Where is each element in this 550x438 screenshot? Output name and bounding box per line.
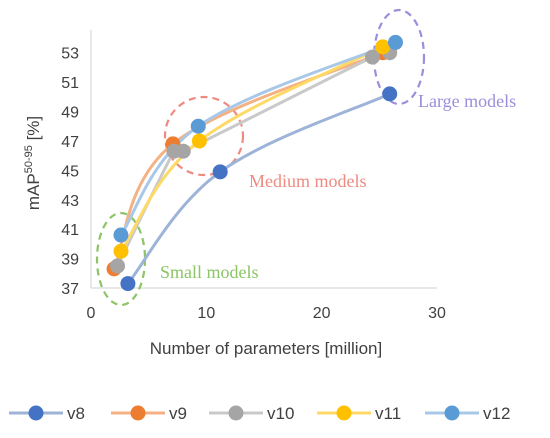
legend-label: v11 [375, 404, 401, 423]
y-tick-label: 53 [61, 46, 79, 63]
series-v8-point [212, 164, 228, 180]
y-tick-label: 37 [61, 281, 79, 298]
medium-models-label: Medium models [249, 171, 367, 191]
series-v9-line [112, 51, 385, 271]
y-tick-label: 51 [61, 75, 79, 92]
series-v11-point [113, 243, 129, 259]
legend-label: v9 [169, 404, 187, 423]
legend-item-v11: v11 [317, 404, 401, 423]
small-models-label: Small models [160, 262, 259, 282]
x-tick-label: 20 [313, 305, 331, 322]
y-axis-title: mAP50-95 [%] [23, 116, 43, 210]
series-v10-point [110, 258, 126, 274]
legend-item-v9: v9 [111, 404, 187, 423]
legend-marker [130, 405, 146, 421]
legend-label: v10 [267, 404, 294, 423]
series-v8-point [120, 276, 136, 292]
y-tick-label: 39 [61, 252, 79, 269]
series-v11-point [375, 39, 391, 55]
y-tick-label: 47 [61, 134, 79, 151]
y-tick-label: 41 [61, 222, 79, 239]
y-tick-label: 49 [61, 105, 79, 122]
legend-marker [444, 405, 460, 421]
series-v12-point [190, 118, 206, 134]
legend-item-v10: v10 [209, 404, 294, 423]
legend-item-v8: v8 [9, 404, 85, 423]
legend-marker [336, 405, 352, 421]
x-tick-label: 10 [197, 305, 215, 322]
legend-marker [28, 405, 44, 421]
series-v8-point [382, 86, 398, 102]
legend-item-v12: v12 [425, 404, 510, 423]
medium-models-ellipse [163, 95, 245, 177]
x-axis-title: Number of parameters [million] [150, 339, 382, 358]
series-v10-point [175, 143, 191, 159]
series-v10-point [364, 49, 380, 65]
y-tick-label: 43 [61, 193, 79, 210]
x-tick-label: 30 [428, 305, 446, 322]
large-models-label: Large models [418, 91, 516, 111]
legend-marker [228, 405, 244, 421]
large-models-ellipse [372, 8, 426, 106]
series-v12-line [119, 40, 397, 237]
series-v12-point [113, 227, 129, 243]
series-v11-point [191, 133, 207, 149]
y-tick-label: 45 [61, 163, 79, 180]
x-tick-label: 0 [87, 305, 96, 322]
legend-label: v12 [483, 404, 510, 423]
series-v11-line [119, 45, 385, 253]
legend-label: v8 [67, 404, 85, 423]
series-v12-point [387, 34, 403, 50]
